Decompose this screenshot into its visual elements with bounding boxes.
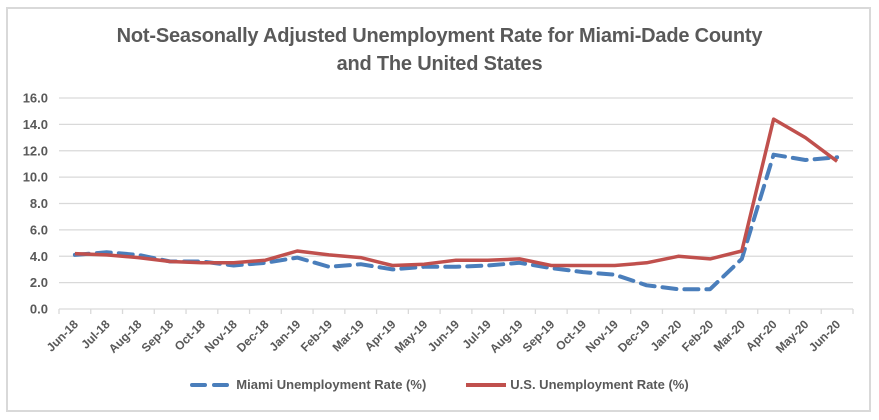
x-tick-label: Aug-19 <box>487 317 526 356</box>
y-tick-label: 0.0 <box>30 302 48 317</box>
x-tick-label: Mar-19 <box>330 317 367 354</box>
gridlines <box>59 97 853 284</box>
chart-title: Not-Seasonally Adjusted Unemployment Rat… <box>0 22 879 78</box>
x-tick-label: Jun-20 <box>806 317 843 354</box>
x-tick-label: May-20 <box>773 317 812 356</box>
y-tick-label: 4.0 <box>30 249 48 264</box>
chart-frame <box>6 7 871 412</box>
x-tick-label: Sep-18 <box>139 317 177 355</box>
series-line-miami <box>72 152 840 292</box>
y-tick-label: 14.0 <box>23 117 48 132</box>
x-tick-label: Sep-19 <box>520 317 558 355</box>
legend-swatch-miami <box>190 382 235 387</box>
x-tick-label: Mar-20 <box>711 317 748 354</box>
x-tick-label: Jun-18 <box>44 317 81 354</box>
y-tick-label: 8.0 <box>30 196 48 211</box>
x-tick-label: Nov-18 <box>202 317 240 355</box>
x-axis <box>58 308 854 314</box>
legend-swatch-us <box>466 382 507 387</box>
x-tick-label: Feb-19 <box>298 317 335 354</box>
series-line-us <box>74 117 839 268</box>
y-tick-label: 2.0 <box>30 275 48 290</box>
y-axis-ticks: 0.0 2.0 4.0 6.0 8.0 10.0 12.0 14.0 16.0 <box>23 91 48 317</box>
x-tick-label: May-19 <box>392 317 431 356</box>
x-tick-label: Dec-18 <box>234 317 272 355</box>
x-tick-label: Jun-19 <box>425 317 462 354</box>
series-lines <box>72 117 840 292</box>
y-tick-label: 10.0 <box>23 170 48 185</box>
chart-title-line-2: and The United States <box>336 53 543 75</box>
x-axis-tick-labels: Jun-18Jul-18Aug-18Sep-18Oct-18Nov-18Dec-… <box>44 317 844 356</box>
legend-label-us: U.S. Unemployment Rate (%) <box>510 377 689 392</box>
x-tick-label: Feb-20 <box>679 317 716 354</box>
legend: Miami Unemployment Rate (%) U.S. Unemplo… <box>0 377 879 392</box>
x-tick-label: Nov-19 <box>583 317 621 355</box>
y-tick-label: 12.0 <box>23 143 48 158</box>
x-tick-label: Aug-18 <box>106 317 145 356</box>
y-tick-label: 16.0 <box>23 91 48 106</box>
y-tick-label: 6.0 <box>30 222 48 237</box>
x-tick-label: Dec-19 <box>615 317 653 355</box>
x-tick-label: Jan-19 <box>267 317 304 354</box>
legend-item-us[interactable]: U.S. Unemployment Rate (%) <box>464 377 689 392</box>
legend-label-miami: Miami Unemployment Rate (%) <box>236 377 427 392</box>
legend-item-miami[interactable]: Miami Unemployment Rate (%) <box>190 377 426 392</box>
chart-title-line-1: Not-Seasonally Adjusted Unemployment Rat… <box>116 25 763 47</box>
x-tick-label: Jan-20 <box>648 317 685 354</box>
